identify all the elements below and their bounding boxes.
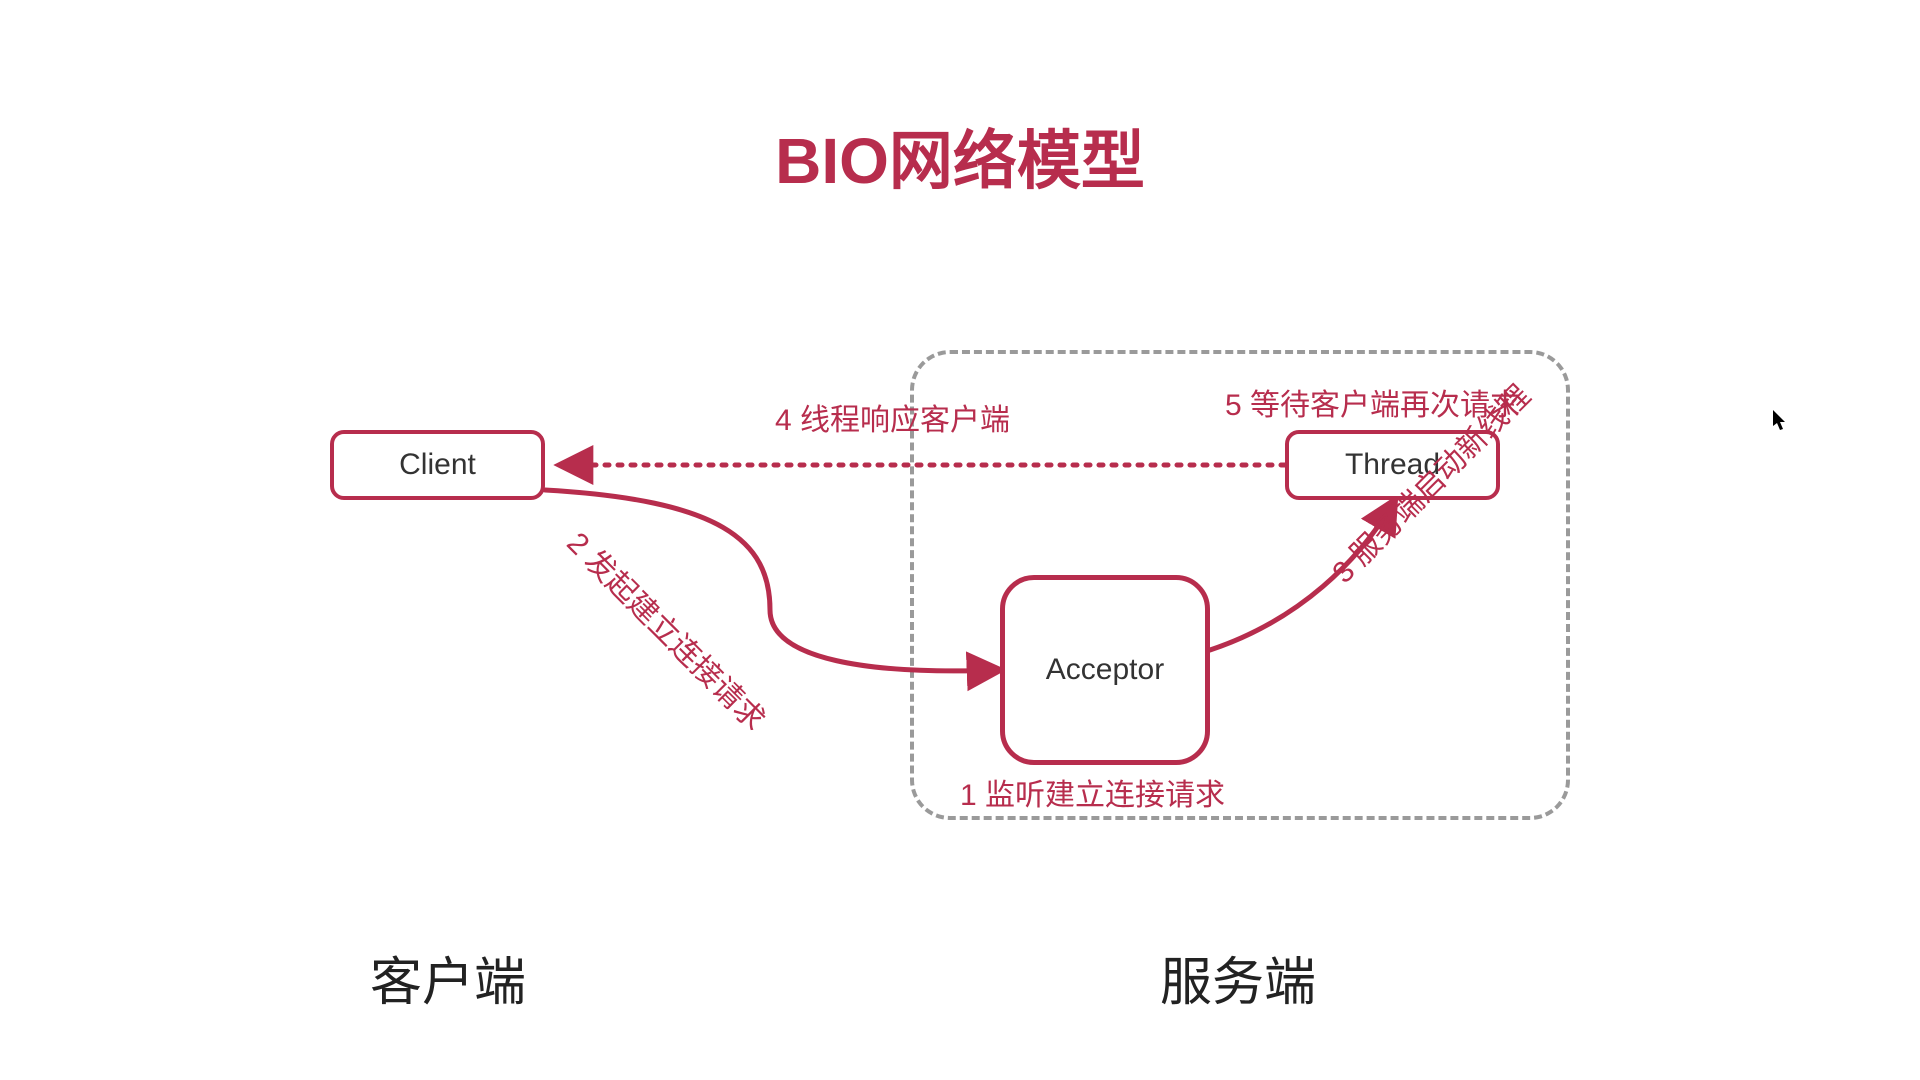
- edge-label-1: 1 监听建立连接请求: [960, 770, 1225, 814]
- footer-server-label: 服务端: [1160, 940, 1316, 1015]
- edge-label-5: 5 等待客户端再次请求: [1225, 380, 1520, 424]
- node-client: Client: [330, 430, 545, 500]
- diagram-title: BIO网络模型: [0, 110, 1920, 202]
- node-acceptor: Acceptor: [1000, 575, 1210, 765]
- node-acceptor-label: Acceptor: [1046, 653, 1164, 687]
- edge-label-2: 2 发起建立连接请求: [559, 520, 778, 739]
- edge-label-4: 4 线程响应客户端: [775, 395, 1010, 439]
- diagram-stage: BIO网络模型 Client Thread Acceptor 1 监听建立连接请…: [0, 0, 1920, 1080]
- footer-client-label: 客户端: [370, 940, 526, 1015]
- node-client-label: Client: [399, 448, 476, 482]
